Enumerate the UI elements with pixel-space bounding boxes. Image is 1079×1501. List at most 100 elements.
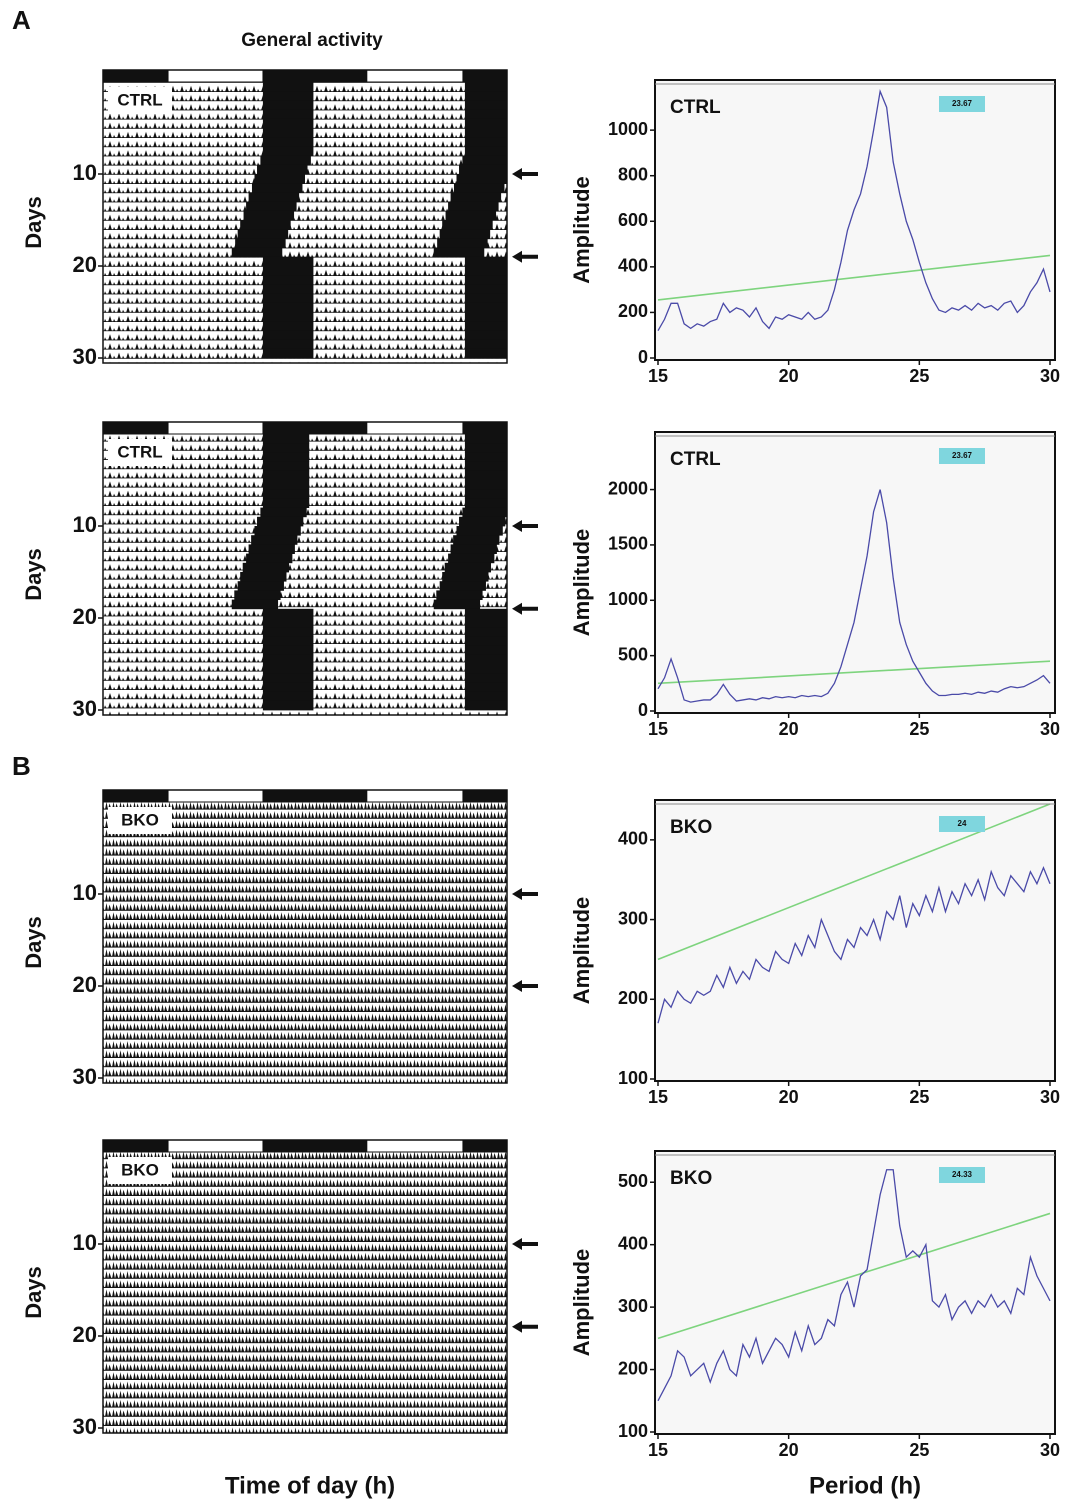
activity-band xyxy=(231,599,279,610)
x-tick-label: 30 xyxy=(1040,1440,1060,1460)
plot-area xyxy=(655,432,1055,713)
light-dark-bar xyxy=(102,789,169,803)
y-axis-label: Amplitude xyxy=(569,897,594,1005)
y-tick-label: 2000 xyxy=(608,478,648,498)
activity-band xyxy=(262,645,314,656)
activity-band xyxy=(464,312,507,322)
light-dark-bar xyxy=(366,421,464,435)
frame xyxy=(102,69,508,364)
x-tick-label: 30 xyxy=(1040,366,1060,386)
inset-label: CTRL xyxy=(117,90,162,109)
frame xyxy=(102,789,508,1084)
activity-band xyxy=(262,256,314,267)
activity-band xyxy=(262,275,314,285)
y-axis-label: Amplitude xyxy=(569,529,594,637)
y-tick-label: 500 xyxy=(618,644,648,664)
activity-band xyxy=(262,128,314,138)
panel-label: B xyxy=(12,751,31,781)
activity-band xyxy=(260,155,311,166)
frame xyxy=(102,421,508,716)
label-box xyxy=(108,807,172,834)
peak-label: 24 xyxy=(958,819,967,828)
light-dark-bar xyxy=(167,789,264,803)
activity-band xyxy=(262,480,310,490)
activity-texture xyxy=(103,802,507,1083)
y-axis-label: Days xyxy=(21,196,46,249)
activity-band xyxy=(262,118,314,129)
activity-band xyxy=(464,330,507,340)
inset-label: CTRL xyxy=(117,442,162,461)
arrow xyxy=(512,1320,538,1333)
actogram-body xyxy=(103,1152,507,1433)
panel-label: A xyxy=(12,5,31,35)
activity-band xyxy=(262,302,314,313)
activity-band xyxy=(262,682,314,692)
peak-box xyxy=(939,448,985,464)
frame xyxy=(102,1139,508,1434)
activity-band xyxy=(433,247,485,258)
y-tick-label: 0 xyxy=(638,347,648,367)
activity-band xyxy=(464,636,507,646)
y-tick-label: 300 xyxy=(618,908,648,928)
activity-band xyxy=(243,210,295,221)
activity-band xyxy=(257,164,308,175)
actogram-body xyxy=(103,82,507,363)
amplitude-line xyxy=(657,89,1051,331)
light-dark-bar xyxy=(262,1139,368,1153)
y-tick-label: 30 xyxy=(73,344,97,369)
activity-band xyxy=(464,284,507,294)
light-dark-bar xyxy=(462,789,508,803)
activity-band xyxy=(448,201,499,212)
plot-area xyxy=(655,800,1055,1081)
activity-band xyxy=(464,109,507,120)
y-axis-label: Days xyxy=(21,1266,46,1319)
plot-body xyxy=(657,1169,1051,1402)
activity-band xyxy=(262,339,314,350)
activity-band xyxy=(456,174,507,184)
activity-band xyxy=(262,461,310,472)
y-tick-label: 20 xyxy=(73,972,97,997)
light-dark-bar xyxy=(262,69,368,83)
activity-band xyxy=(464,608,507,619)
activity-band xyxy=(235,238,286,248)
activity-band xyxy=(442,572,489,582)
activity-band xyxy=(251,535,298,545)
arrow xyxy=(512,602,538,615)
activity-band xyxy=(262,608,314,619)
y-tick-label: 500 xyxy=(618,1171,648,1191)
light-dark-bar xyxy=(462,69,508,83)
activity-band xyxy=(464,452,507,462)
activity-band xyxy=(464,700,507,711)
plot-area xyxy=(655,80,1055,360)
threshold-line xyxy=(657,254,1051,301)
amplitude-line xyxy=(657,489,1051,703)
activity-band xyxy=(462,507,507,518)
activity-band xyxy=(242,562,290,573)
activity-band xyxy=(262,700,314,711)
x-tick-label: 25 xyxy=(909,1440,929,1460)
activity-band xyxy=(464,118,507,129)
light-dark-bar xyxy=(262,789,368,803)
y-tick-label: 10 xyxy=(73,880,97,905)
y-tick-label: 800 xyxy=(618,164,648,184)
light-dark-bar xyxy=(366,789,464,803)
activity-band xyxy=(450,544,497,554)
activity-band xyxy=(439,581,486,591)
actogram-body xyxy=(103,802,507,1083)
arrow xyxy=(512,250,538,263)
activity-band xyxy=(260,507,307,518)
light-dark-bar xyxy=(366,1139,464,1153)
activity-texture xyxy=(103,1152,507,1433)
peak-label: 24.33 xyxy=(952,1170,973,1179)
y-tick-label: 10 xyxy=(73,1230,97,1255)
activity-band xyxy=(464,664,507,674)
activity-band xyxy=(262,91,314,101)
y-tick-label: 100 xyxy=(618,1068,648,1088)
y-tick-label: 400 xyxy=(618,829,648,849)
threshold-line xyxy=(657,660,1051,685)
activity-band xyxy=(464,691,507,702)
activity-band xyxy=(262,82,314,92)
inset-label: BKO xyxy=(121,1160,159,1179)
frame xyxy=(654,79,1056,361)
